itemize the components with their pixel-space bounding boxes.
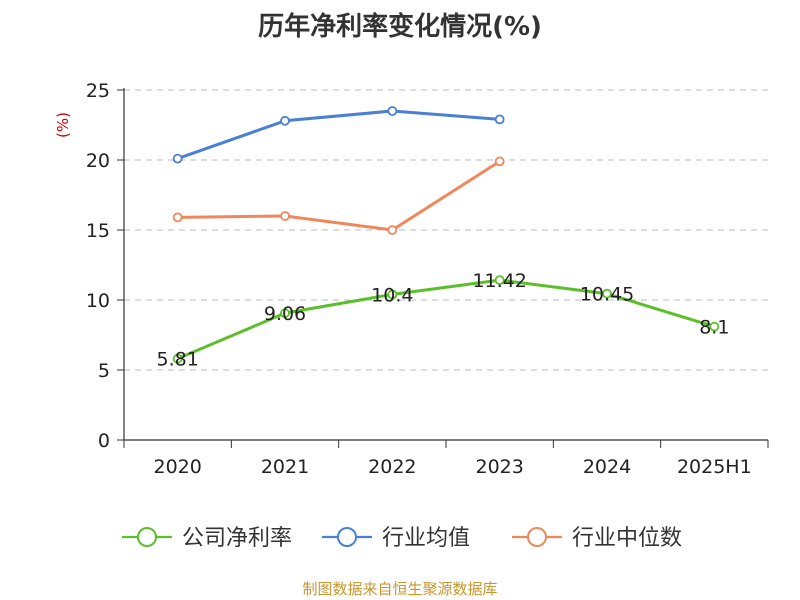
data-point (280, 308, 290, 319)
data-label: 8.1 (699, 317, 729, 339)
data-point (172, 153, 183, 164)
data-label: 11.42 (472, 270, 526, 292)
legend-label: 公司净利率 (182, 526, 292, 551)
data-point (387, 106, 398, 116)
y-tick-label: 5 (98, 360, 110, 382)
axes (123, 88, 768, 441)
data-point (172, 353, 183, 364)
data-label: 10.45 (580, 284, 634, 306)
x-tick-label: 2023 (475, 456, 523, 478)
data-label: 9.06 (264, 303, 306, 325)
series-line (177, 160, 501, 232)
legend-marker (137, 527, 157, 547)
data-point (387, 289, 398, 300)
legend-marker (337, 527, 357, 547)
data-point (172, 212, 183, 223)
data-labels: 5.81 9.06 10.4 11.42 10.45 8.1 (157, 270, 730, 371)
legend: 公司净利率 行业均值 行业中位数 (122, 526, 682, 551)
source-footer: 制图数据来自恒生聚源数据库 (302, 580, 498, 598)
x-tick-label: 2025H1 (677, 456, 752, 478)
x-tick-label: 2022 (368, 456, 416, 478)
series-line (177, 278, 715, 361)
series-line (177, 109, 500, 161)
y-tick-label: 15 (86, 220, 110, 242)
y-tick-label: 20 (86, 150, 110, 172)
legend-label: 行业中位数 (572, 526, 682, 551)
data-label: 5.81 (157, 349, 199, 371)
y-tick-label: 25 (86, 80, 110, 102)
x-tick-label: 2020 (153, 456, 201, 478)
legend-marker (527, 527, 547, 547)
chart-title: 历年净利率变化情况(%) (258, 12, 542, 42)
y-axis-ticks: 0 5 10 15 20 25 (86, 80, 124, 452)
data-point (387, 225, 398, 235)
data-point (494, 275, 505, 286)
y-axis-unit: (%) (54, 112, 72, 138)
legend-label: 行业均值 (382, 526, 470, 551)
y-tick-label: 10 (86, 290, 110, 312)
x-tick-label: 2024 (583, 456, 631, 478)
data-point (602, 288, 612, 299)
x-tick-label: 2021 (261, 456, 309, 478)
data-point (494, 114, 505, 125)
data-label: 10.4 (371, 284, 413, 306)
y-tick-label: 0 (98, 430, 110, 452)
series-lines (172, 106, 720, 364)
grid-lines (124, 89, 768, 371)
x-axis-ticks: 2020 2021 2022 2023 2024 2025H1 (123, 440, 769, 478)
data-point (280, 211, 290, 221)
data-point (709, 321, 720, 332)
data-point (494, 156, 505, 167)
data-point (280, 115, 290, 126)
